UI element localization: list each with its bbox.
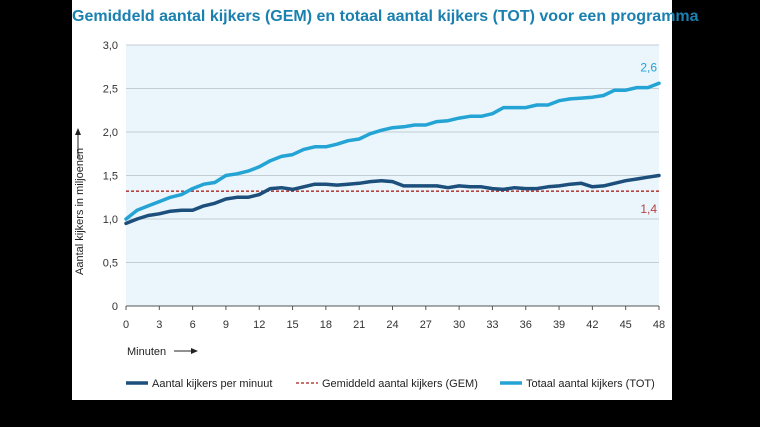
annotations: 2,6 1,4 — [640, 60, 657, 216]
x-tick-label: 30 — [453, 319, 465, 331]
gridlines — [126, 44, 659, 307]
x-axis-title: Minuten — [127, 346, 166, 358]
y-tick-label: 2,5 — [103, 84, 118, 96]
legend-label-tot: Totaal aantal kijkers (TOT) — [526, 378, 655, 390]
x-tick-label: 24 — [386, 319, 398, 331]
y-tick-label: 1,0 — [103, 214, 118, 226]
x-tick-label: 12 — [253, 319, 265, 331]
legend-label-per-minuut: Aantal kijkers per minuut — [152, 378, 272, 390]
x-tick-label: 36 — [520, 319, 532, 331]
x-axis-ticks: 0 3 6 9 12 15 18 21 24 27 30 33 36 39 42 45 48 — [123, 306, 665, 331]
legend: Aantal kijkers per minuut Gemiddeld aant… — [126, 378, 655, 390]
x-tick-label: 15 — [286, 319, 298, 331]
annotation-gem: 1,4 — [640, 202, 657, 216]
x-tick-label: 42 — [586, 319, 598, 331]
x-tick-label: 33 — [486, 319, 498, 331]
y-tick-label: 3,0 — [103, 40, 118, 52]
x-tick-label: 48 — [653, 319, 665, 331]
x-tick-label: 9 — [223, 319, 229, 331]
x-tick-label: 39 — [553, 319, 565, 331]
x-tick-label: 21 — [353, 319, 365, 331]
x-tick-label: 6 — [190, 319, 196, 331]
series-line-per-minuut — [124, 173, 661, 226]
x-tick-label: 3 — [156, 319, 162, 331]
x-tick-label: 45 — [620, 319, 632, 331]
annotation-tot-end: 2,6 — [640, 60, 657, 74]
series-line-tot — [124, 81, 661, 221]
x-tick-label: 27 — [420, 319, 432, 331]
chart-title: Gemiddeld aantal kijkers (GEM) en totaal… — [72, 8, 699, 25]
y-axis-arrow — [75, 128, 81, 158]
x-tick-label: 0 — [123, 319, 129, 331]
y-tick-label: 2,0 — [103, 127, 118, 139]
series-layer — [124, 81, 661, 226]
y-axis-title: Aantal kijkers in miljoenen — [74, 148, 86, 275]
y-tick-label: 0,5 — [103, 258, 118, 270]
y-tick-label: 0 — [112, 301, 118, 313]
legend-label-gem: Gemiddeld aantal kijkers (GEM) — [322, 378, 478, 390]
y-axis-ticks: 0 0,5 1,0 1,5 2,0 2,5 3,0 — [103, 40, 118, 313]
y-tick-label: 1,5 — [103, 171, 118, 183]
x-axis-arrow — [174, 348, 198, 354]
x-tick-label: 18 — [320, 319, 332, 331]
